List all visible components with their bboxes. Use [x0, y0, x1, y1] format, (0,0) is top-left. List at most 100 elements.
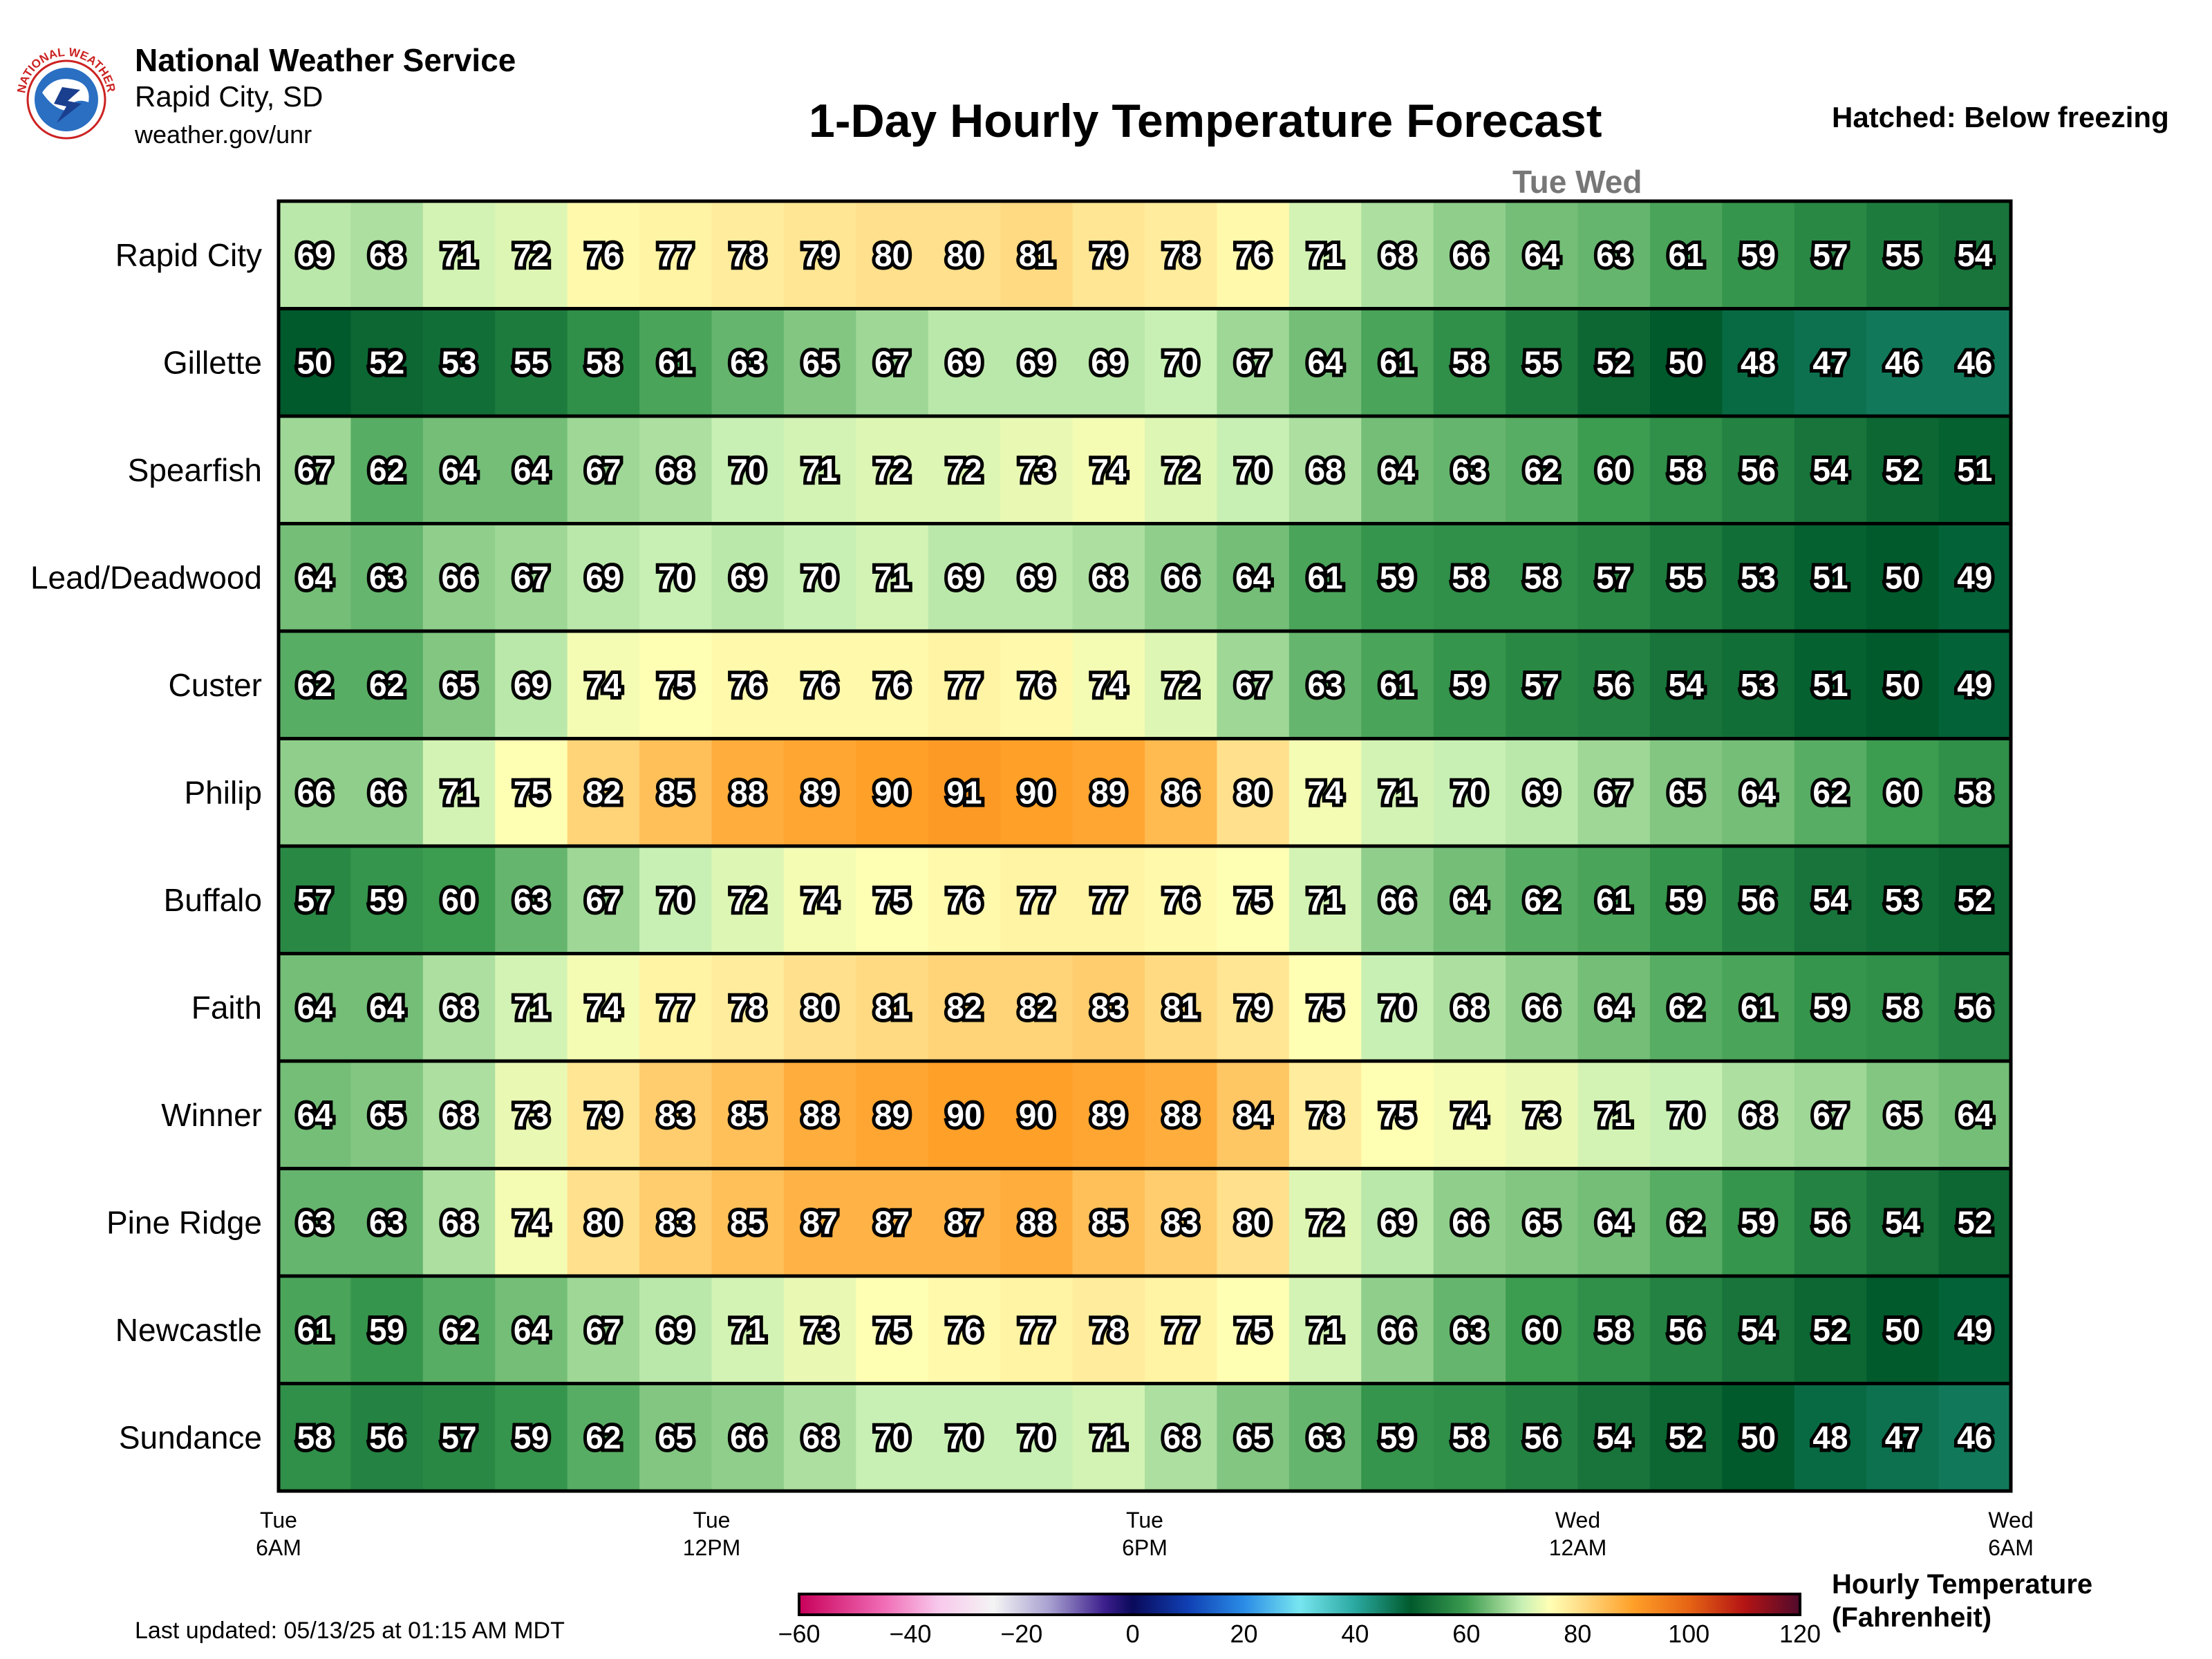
- cell-value-label: 62: [369, 667, 404, 703]
- cell-value-label: 89: [1091, 774, 1126, 810]
- cell-value-label: 84: [1235, 1097, 1271, 1133]
- cell-value-label: 57: [297, 882, 332, 918]
- row-label: Custer: [169, 667, 262, 703]
- cell-value-label: 80: [803, 989, 838, 1025]
- cell-value-label: 61: [1307, 559, 1342, 595]
- cell-value-label: 56: [1957, 989, 1992, 1025]
- cell-value-label: 87: [874, 1204, 910, 1240]
- cell-value-label: 58: [1957, 774, 1992, 810]
- cell-value-label: 55: [514, 344, 549, 380]
- cell-value-label: 66: [441, 559, 476, 595]
- cell-value-label: 87: [803, 1204, 838, 1240]
- cell-value-label: 74: [803, 882, 838, 918]
- cell-value-label: 79: [1091, 237, 1126, 273]
- cell-value-label: 57: [1524, 667, 1559, 703]
- cell-value-label: 50: [1741, 1419, 1776, 1455]
- cell-value-label: 48: [1812, 1419, 1848, 1455]
- cell-value-label: 73: [514, 1097, 549, 1133]
- cell-value-label: 54: [1885, 1204, 1921, 1240]
- cell-value-label: 85: [730, 1204, 765, 1240]
- cell-value-label: 63: [369, 1204, 404, 1240]
- cell-value-label: 62: [1524, 882, 1559, 918]
- cell-value-label: 47: [1885, 1419, 1920, 1455]
- cell-value-label: 66: [1452, 237, 1487, 273]
- row-label: Sundance: [119, 1419, 262, 1455]
- cell-value-label: 64: [1596, 1204, 1632, 1240]
- cell-value-label: 58: [1596, 1312, 1631, 1348]
- heatmap-chart: 69 68 71 72 76 77 78 79 80 80 81 79 78 76 71 68 66 64 63 61…: [0, 0, 2212, 1659]
- row-label: Faith: [191, 989, 262, 1025]
- cell-value-label: 58: [1524, 559, 1559, 595]
- cell-value-label: 64: [297, 1097, 333, 1133]
- cell-value-label: 50: [297, 344, 332, 380]
- cell-value-label: 52: [1957, 1204, 1992, 1240]
- cell-value-label: 67: [585, 1312, 621, 1348]
- colorbar-title-line2: (Fahrenheit): [1832, 1601, 2092, 1634]
- cell-value-label: 49: [1957, 1312, 1992, 1348]
- cell-value-label: 63: [730, 344, 765, 380]
- cell-value-label: 65: [441, 667, 476, 703]
- cell-value-label: 63: [514, 882, 549, 918]
- cell-value-label: 58: [1452, 559, 1487, 595]
- cell-value-label: 90: [1019, 1097, 1054, 1133]
- cell-value-label: 59: [1452, 667, 1487, 703]
- cell-value-label: 55: [1524, 344, 1559, 380]
- cell-value-label: 86: [1163, 774, 1199, 810]
- cell-value-label: 61: [297, 1312, 332, 1348]
- cell-value-label: 68: [1452, 989, 1487, 1025]
- cell-value-label: 74: [1307, 774, 1343, 810]
- cell-value-label: 64: [1741, 774, 1777, 810]
- x-tick-day: Tue: [1126, 1508, 1163, 1533]
- cell-value-label: 89: [874, 1097, 910, 1133]
- cell-value-label: 83: [1091, 989, 1126, 1025]
- cell-value-label: 67: [1235, 344, 1271, 380]
- cell-value-label: 77: [1163, 1312, 1199, 1348]
- cell-value-label: 68: [1307, 452, 1342, 488]
- cell-value-label: 77: [658, 989, 693, 1025]
- cell-value-label: 60: [1596, 452, 1631, 488]
- cell-value-label: 75: [1235, 882, 1271, 918]
- cell-value-label: 82: [585, 774, 621, 810]
- cell-value-label: 65: [803, 344, 838, 380]
- cell-value-label: 59: [1741, 237, 1776, 273]
- cell-value-label: 64: [1596, 989, 1632, 1025]
- cell-value-label: 75: [874, 882, 910, 918]
- cell-value-label: 48: [1741, 344, 1776, 380]
- cell-value-label: 89: [803, 774, 838, 810]
- cell-value-label: 79: [585, 1097, 621, 1133]
- colorbar-title: Hourly Temperature (Fahrenheit): [1832, 1568, 2092, 1634]
- cell-value-label: 68: [1163, 1419, 1199, 1455]
- cell-value-label: 71: [1091, 1419, 1126, 1455]
- cell-value-label: 65: [369, 1097, 404, 1133]
- cell-value-label: 74: [514, 1204, 550, 1240]
- cell-value-label: 58: [1885, 989, 1920, 1025]
- cell-value-label: 88: [1019, 1204, 1054, 1240]
- cell-value-label: 74: [1452, 1097, 1488, 1133]
- cell-value-label: 61: [1380, 667, 1415, 703]
- cell-value-label: 63: [1307, 1419, 1342, 1455]
- cell-value-label: 70: [1380, 989, 1415, 1025]
- colorbar-tick-label: 0: [1126, 1620, 1140, 1648]
- cell-value-label: 77: [658, 237, 693, 273]
- cell-value-label: 46: [1957, 344, 1992, 380]
- cell-value-label: 56: [1524, 1419, 1559, 1455]
- cell-value-label: 64: [297, 559, 333, 595]
- cell-value-label: 91: [946, 774, 982, 810]
- cell-value-label: 76: [946, 882, 982, 918]
- cell-value-label: 66: [1380, 882, 1415, 918]
- cell-value-label: 58: [297, 1419, 332, 1455]
- cell-value-label: 78: [1307, 1097, 1342, 1133]
- cell-value-label: 75: [874, 1312, 910, 1348]
- cell-value-label: 61: [658, 344, 693, 380]
- cell-value-label: 59: [1812, 989, 1848, 1025]
- cell-value-label: 64: [369, 989, 405, 1025]
- cell-value-label: 62: [297, 667, 332, 703]
- cell-value-label: 69: [585, 559, 621, 595]
- cell-value-label: 54: [1957, 237, 1993, 273]
- cell-value-label: 50: [1885, 559, 1920, 595]
- colorbar-tick-label: 100: [1668, 1620, 1709, 1648]
- colorbar-tick-label: 80: [1564, 1620, 1591, 1648]
- cell-value-label: 61: [1741, 989, 1776, 1025]
- row-label: Buffalo: [164, 882, 262, 918]
- x-tick-time: 12AM: [1549, 1535, 1607, 1560]
